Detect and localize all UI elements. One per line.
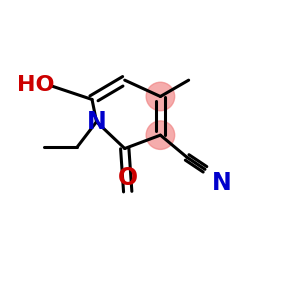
Text: N: N (87, 110, 106, 134)
Text: O: O (118, 166, 138, 190)
Text: N: N (212, 171, 231, 195)
Text: HO: HO (17, 75, 54, 94)
Circle shape (146, 82, 175, 111)
Circle shape (146, 121, 175, 149)
